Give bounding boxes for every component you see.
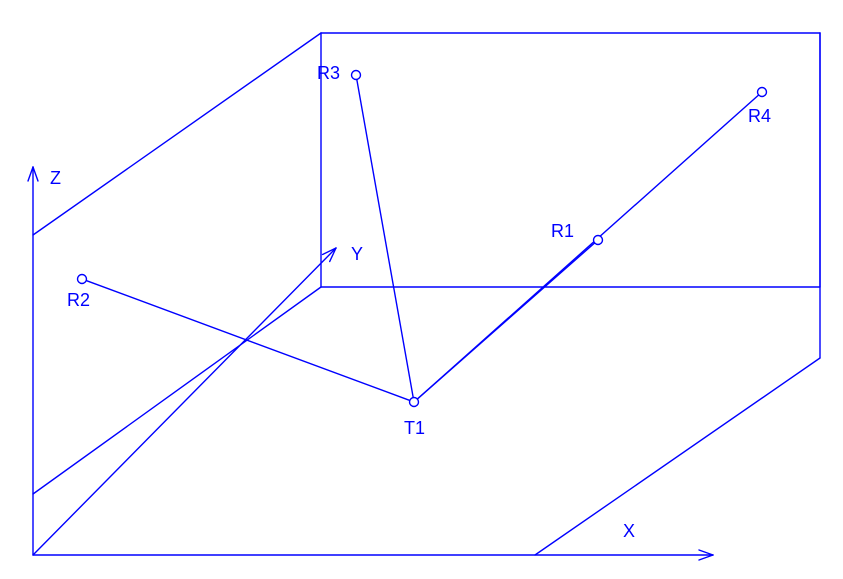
ray-T1-R3 <box>357 79 413 397</box>
arrowhead <box>699 550 713 555</box>
node-label-R3: R3 <box>317 63 340 83</box>
node-R2 <box>78 275 87 284</box>
node-R4 <box>758 88 767 97</box>
cuboid-edge-3 <box>535 358 820 555</box>
node-R1 <box>594 236 603 245</box>
cuboid-edge-7 <box>33 287 321 494</box>
node-R3 <box>352 71 361 80</box>
node-label-R2: R2 <box>67 290 90 310</box>
cuboid-edge-0 <box>33 33 321 235</box>
node-label-R4: R4 <box>748 106 771 126</box>
arrowhead <box>28 167 33 181</box>
node-T1 <box>410 398 419 407</box>
arrowhead <box>699 555 713 560</box>
axis-x-label: X <box>623 521 635 541</box>
ray-T1-R4 <box>417 95 758 399</box>
node-label-R1: R1 <box>551 221 574 241</box>
ray-T1-R2 <box>86 281 410 401</box>
axis-y-label: Y <box>351 244 363 264</box>
node-label-T1: T1 <box>404 418 425 438</box>
axis-z-label: Z <box>50 168 61 188</box>
arrowhead <box>33 167 38 181</box>
